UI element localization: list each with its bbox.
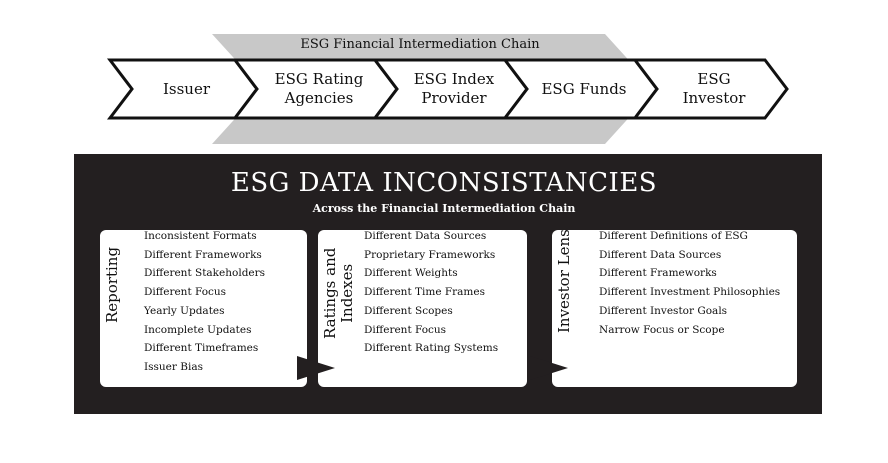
inconsistency-item: Inconsistent Formats [144,230,257,242]
inconsistency-item: Different Stakeholders [144,267,266,280]
inconsistency-item: Different Focus [364,323,447,336]
card-items-reporting: Inconsistent Formats Different Frameworks… [144,227,265,377]
card-arrow-1 [297,356,335,380]
chain-step-line: Provider [421,89,487,107]
card-items-investor-lens: Different Definitions of ESG Different Da… [599,227,780,339]
chain-step-line: ESG Index [413,70,495,88]
inconsistency-item: Different Rating Systems [364,342,499,355]
card-reporting: Reporting Inconsistent Formats Different … [100,230,307,387]
inconsistency-item: Different Data Sources [599,248,722,261]
card-ratings-indexes: Ratings and Indexes Different Data Sourc… [318,230,527,387]
chain-step-label: ESG Investor [654,70,774,108]
inconsistency-item: Different Timeframes [144,342,259,355]
card-title-line: Reporting [103,246,121,323]
inconsistency-item: Yearly Updates [144,304,225,317]
card-title-line: Indexes [338,263,356,323]
chain-step-line: Issuer [162,79,211,98]
chain-step-line: ESG Rating [274,70,364,88]
inconsistency-item: Different Time Frames [364,286,485,299]
chain-step-label: ESG Funds [524,80,644,99]
inconsistency-item: Proprietary Frameworks [364,248,496,261]
inconsistency-item: Different Scopes [364,304,453,317]
chain-step-line: ESG [697,70,731,88]
card-title-investor-lens: Investor Lens [555,229,573,333]
panel-title: ESG DATA INCONSISTANCIES [230,168,658,198]
inconsistency-item: Issuer Bias [144,360,203,373]
chain-step-line: ESG Funds [541,79,627,98]
chain-title: ESG Financial Intermediation Chain [300,37,540,52]
panel-subtitle: Across the Financial Intermediation Chai… [312,202,576,215]
inconsistency-item: Different Frameworks [599,267,717,280]
inconsistency-item: Narrow Focus or Scope [599,323,725,336]
intermediation-chain-diagram [106,34,789,144]
inconsistency-item: Different Investment Philosophies [599,286,781,299]
card-investor-lens: Investor Lens Different Definitions of E… [552,227,797,387]
chain-step-label: ESG Index Provider [394,70,514,108]
card-title-reporting: Reporting [103,246,121,323]
card-title-ratings-indexes: Ratings and Indexes [321,247,356,339]
chain-step-line: Investor [682,89,746,107]
chain-step-label: Issuer [127,80,247,99]
inconsistency-item: Different Weights [364,267,458,280]
chain-step-line: Agencies [284,89,354,107]
inconsistency-item: Different Focus [144,286,227,299]
inconsistency-item: Different Definitions of ESG [599,230,748,242]
card-title-line: Investor Lens [555,229,573,333]
card-title-line: Ratings and [321,247,339,339]
inconsistency-item: Incomplete Updates [144,323,252,336]
chain-chevron [631,58,789,120]
inconsistency-item: Different Frameworks [144,248,262,261]
card-items-ratings-indexes: Different Data Sources Proprietary Framew… [364,227,498,358]
inconsistency-item: Different Data Sources [364,230,487,242]
chain-step-label: ESG Rating Agencies [259,70,379,108]
card-arrow-2 [530,356,568,380]
inconsistency-item: Different Investor Goals [599,304,728,317]
